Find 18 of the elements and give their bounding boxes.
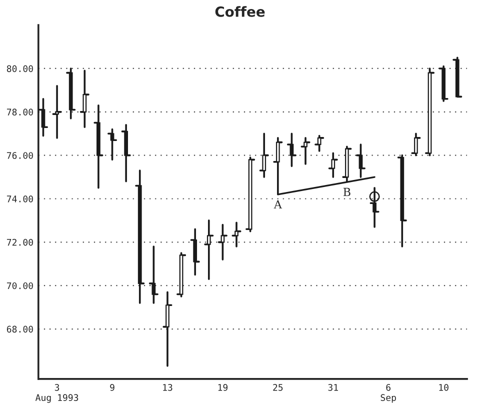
x-tick-label: 6 Sep	[380, 384, 396, 403]
y-tick-label: 78.00	[6, 108, 33, 116]
chart-title: Coffee	[215, 6, 265, 17]
x-tick-label: 31	[328, 384, 338, 391]
data-label: A	[274, 200, 282, 208]
x-tick-label: 3 Aug 1993	[35, 384, 78, 403]
y-tick-label: 76.00	[6, 152, 33, 159]
x-tick-label: 13	[163, 384, 172, 391]
y-tick-label: 68.00	[6, 326, 33, 333]
data-label: B	[343, 188, 350, 196]
y-tick-label: 80.00	[6, 65, 33, 72]
x-tick-label: 9	[110, 384, 114, 391]
y-tick-label: 74.00	[6, 196, 33, 202]
x-tick-label: 19	[218, 384, 228, 391]
y-tick-label: 70.00	[6, 282, 33, 290]
x-tick-label: 25	[273, 384, 283, 391]
y-tick-label: 72.00	[6, 238, 33, 246]
x-tick-label: 10	[439, 384, 448, 391]
